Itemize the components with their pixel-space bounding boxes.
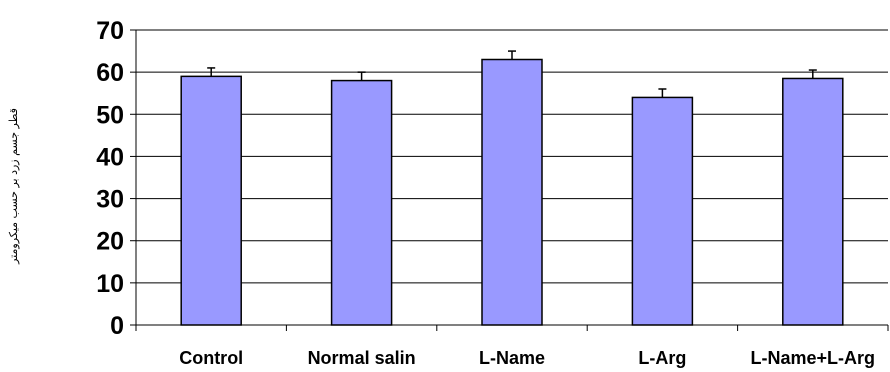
y-tick-label: 40: [96, 143, 124, 171]
x-tick-label: Control: [179, 348, 243, 368]
y-tick-labels: 0 10 20 30 40 50 60 70: [96, 17, 124, 340]
y-axis-label: قطر جسم زرد بر حسب میکرومتر: [7, 108, 20, 265]
y-tick-label: 60: [96, 59, 124, 87]
x-tick-label: L-Name: [479, 348, 545, 368]
y-tick-label: 0: [110, 312, 124, 340]
axes-group: [130, 29, 889, 331]
bar: [782, 77, 844, 326]
bar: [631, 96, 694, 326]
x-tick-label: Normal salin: [308, 348, 416, 368]
x-tick-label: L-Name+L-Arg: [751, 348, 876, 368]
x-tick-labels: Control Normal salin L-Name L-Arg L-Name+L-A…: [179, 348, 875, 368]
x-tick-label: L-Arg: [638, 348, 686, 368]
y-tick-label: 70: [96, 17, 124, 45]
y-tick-label: 10: [96, 270, 124, 298]
y-tick-label: 50: [96, 101, 124, 129]
bar: [180, 75, 242, 326]
bars-group: [180, 50, 844, 326]
bar: [330, 79, 393, 326]
bar: [481, 58, 543, 326]
y-tick-label: 20: [96, 228, 124, 256]
y-tick-label: 30: [96, 186, 124, 214]
